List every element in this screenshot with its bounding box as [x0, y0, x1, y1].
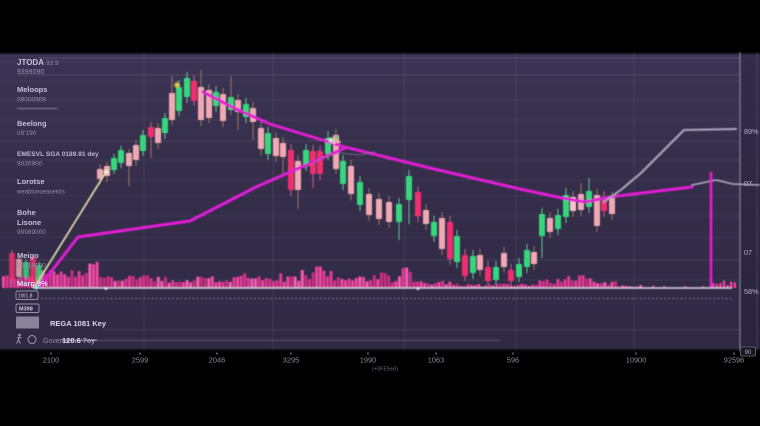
svg-text:2046: 2046	[209, 356, 225, 365]
svg-text:(+0FE5±6): (+0FE5±6)	[372, 367, 398, 373]
svg-text:58%: 58%	[744, 287, 759, 296]
svg-text:2100: 2100	[43, 356, 59, 365]
svg-text:M398: M398	[19, 307, 33, 313]
svg-text:Bohe: Bohe	[17, 208, 36, 217]
svg-text:weablunoeaseists: weablunoeaseists	[16, 190, 65, 196]
svg-text:99818000: 99818000	[17, 263, 46, 270]
svg-text:10900: 10900	[626, 356, 647, 365]
svg-text:Lisone: Lisone	[17, 218, 41, 227]
svg-text:09'190: 09'190	[17, 130, 37, 137]
svg-text:Meloops: Meloops	[17, 85, 47, 94]
svg-text:Marg.9%: Marg.9%	[17, 279, 48, 288]
svg-text:3295: 3295	[283, 356, 299, 365]
svg-text:1W1.8: 1W1.8	[18, 294, 33, 300]
svg-text:1063: 1063	[428, 356, 444, 365]
svg-text:9035900: 9035900	[17, 161, 43, 168]
svg-text:7oy: 7oy	[83, 338, 95, 345]
svg-text:9399090: 9399090	[17, 69, 44, 76]
svg-text:2599: 2599	[132, 356, 148, 365]
svg-text:REGA 1081 Key: REGA 1081 Key	[50, 319, 107, 328]
svg-text:Gover: Gover	[43, 338, 63, 345]
svg-text:07: 07	[744, 179, 752, 188]
svg-text:07: 07	[744, 248, 752, 257]
svg-text:EMESVL SGA 0189.91 dey: EMESVL SGA 0189.91 dey	[17, 151, 99, 158]
svg-text:90: 90	[745, 350, 752, 356]
svg-text:Lorotse: Lorotse	[17, 177, 45, 186]
svg-text:596: 596	[507, 356, 519, 365]
svg-text:93 9: 93 9	[46, 60, 59, 67]
svg-text:09000909: 09000909	[17, 97, 46, 104]
svg-text:99989000: 99989000	[17, 229, 46, 236]
svg-text:89%: 89%	[744, 127, 759, 136]
svg-text:Meigo: Meigo	[17, 251, 39, 260]
svg-text:92596: 92596	[724, 356, 745, 365]
svg-text:1990: 1990	[360, 356, 376, 365]
svg-text:JTODA: JTODA	[17, 58, 44, 67]
svg-text:Beelong: Beelong	[17, 119, 47, 128]
